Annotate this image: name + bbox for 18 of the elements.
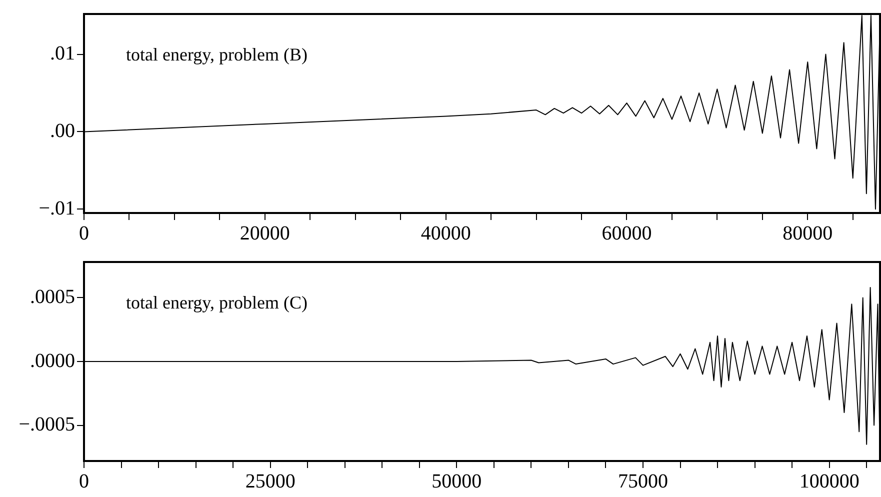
x-tick-label: 100000 [799, 470, 860, 492]
annotation: total energy, problem (C) [126, 292, 308, 313]
y-tick-label: −.0005 [18, 414, 75, 436]
y-tick-label: .0005 [30, 286, 75, 308]
x-tick-label: 0 [79, 470, 89, 492]
x-tick-label: 40000 [420, 222, 471, 244]
x-tick-label: 20000 [240, 222, 290, 244]
x-tick-label: 50000 [432, 470, 482, 492]
y-tick-label: .0000 [30, 350, 75, 372]
x-tick-label: 75000 [618, 470, 668, 492]
y-tick-label: −.01 [38, 197, 75, 220]
x-tick-label: 80000 [782, 222, 833, 244]
annotation: total energy, problem (B) [126, 44, 308, 65]
x-tick-label: 60000 [602, 222, 652, 244]
x-tick-label: 25000 [245, 470, 296, 492]
y-tick-label: .01 [50, 42, 75, 65]
y-tick-label: .00 [50, 120, 75, 142]
x-tick-label: 0 [79, 222, 89, 244]
